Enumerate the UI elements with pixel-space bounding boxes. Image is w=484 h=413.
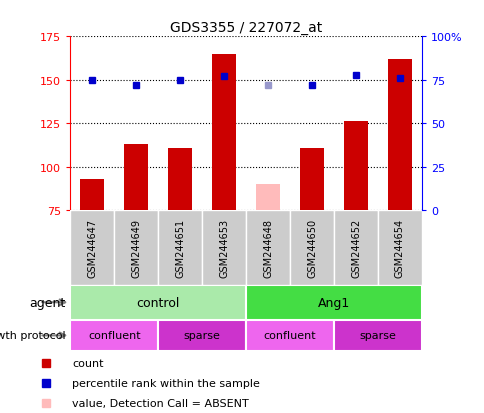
Text: GSM244649: GSM244649 xyxy=(131,218,141,277)
Text: GSM244654: GSM244654 xyxy=(394,218,404,277)
Text: confluent: confluent xyxy=(263,330,316,341)
Bar xyxy=(70,211,114,285)
Text: GSM244653: GSM244653 xyxy=(219,218,228,277)
Bar xyxy=(114,211,158,285)
Text: GSM244651: GSM244651 xyxy=(175,218,185,277)
Text: sparse: sparse xyxy=(183,330,220,341)
Bar xyxy=(333,211,377,285)
Bar xyxy=(333,320,421,351)
Bar xyxy=(158,211,202,285)
Text: GSM244648: GSM244648 xyxy=(263,218,272,277)
Bar xyxy=(70,285,245,320)
Bar xyxy=(202,211,245,285)
Bar xyxy=(168,148,192,211)
Text: percentile rank within the sample: percentile rank within the sample xyxy=(72,378,259,388)
Bar xyxy=(80,179,104,211)
Bar xyxy=(158,320,245,351)
Bar xyxy=(289,211,333,285)
Bar xyxy=(70,320,158,351)
Bar xyxy=(256,185,280,211)
Text: Ang1: Ang1 xyxy=(318,296,349,309)
Bar xyxy=(343,122,367,211)
Text: GSM244652: GSM244652 xyxy=(350,218,360,278)
Bar xyxy=(124,145,148,211)
Title: GDS3355 / 227072_at: GDS3355 / 227072_at xyxy=(170,21,321,35)
Text: control: control xyxy=(136,296,180,309)
Text: GSM244650: GSM244650 xyxy=(306,218,317,277)
Bar xyxy=(245,211,289,285)
Bar xyxy=(245,285,421,320)
Text: count: count xyxy=(72,358,104,368)
Text: growth protocol: growth protocol xyxy=(0,330,65,341)
Text: value, Detection Call = ABSENT: value, Detection Call = ABSENT xyxy=(72,398,248,408)
Text: confluent: confluent xyxy=(88,330,140,341)
Bar xyxy=(377,211,421,285)
Bar xyxy=(300,148,323,211)
Text: agent: agent xyxy=(29,296,65,309)
Bar xyxy=(245,320,333,351)
Text: sparse: sparse xyxy=(359,330,395,341)
Bar xyxy=(387,60,411,211)
Bar xyxy=(212,55,236,211)
Text: GSM244647: GSM244647 xyxy=(87,218,97,277)
